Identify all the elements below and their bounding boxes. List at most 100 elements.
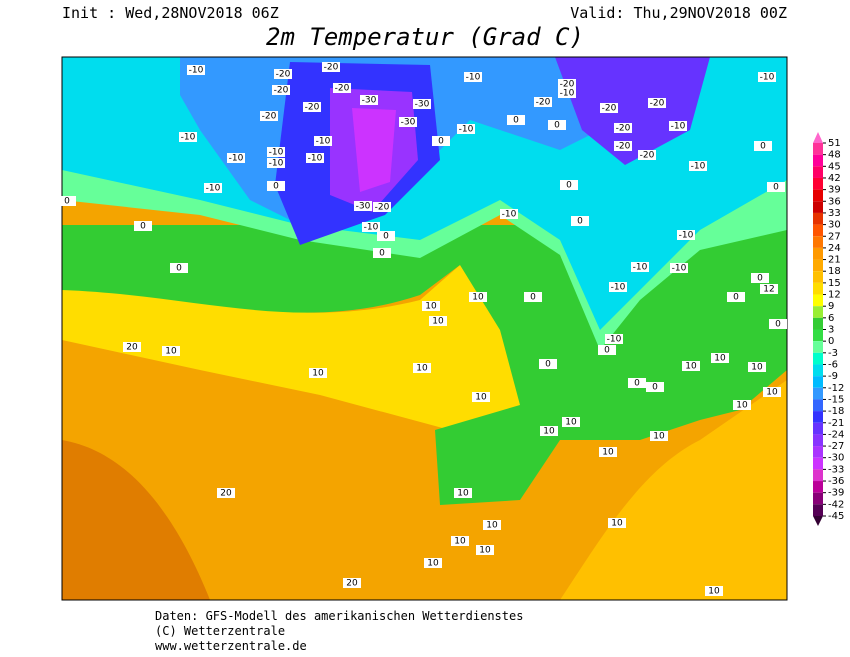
- colorbar-label: -21: [828, 418, 844, 429]
- colorbar-band: [813, 212, 823, 225]
- contour-label: 0: [733, 293, 739, 303]
- colorbar-label: -30: [828, 453, 844, 464]
- contour-label: 0: [438, 137, 444, 147]
- contour-label: -20: [602, 104, 617, 114]
- contour-label-box: [454, 488, 472, 498]
- contour-label-box: [748, 362, 766, 372]
- colorbar-label: -27: [828, 441, 844, 452]
- contour-label-box: [754, 141, 772, 151]
- colorbar-band: [813, 259, 823, 272]
- colorbar-label: 51: [828, 138, 841, 149]
- contour-label-box: [598, 345, 616, 355]
- contour-label: -20: [616, 124, 631, 134]
- contour-label: 0: [379, 249, 385, 259]
- colorbar-label: 18: [828, 266, 841, 277]
- contour-label-box: [646, 382, 664, 392]
- contour-label: 10: [751, 363, 763, 373]
- contour-label-box: [162, 346, 180, 356]
- contour-label: 10: [165, 347, 177, 357]
- colorbar-label: -9: [828, 371, 838, 382]
- contour-label-box: [760, 284, 778, 294]
- colorbar-band: [813, 224, 823, 237]
- colorbar-band: [813, 399, 823, 412]
- colorbar-label: -39: [828, 488, 844, 499]
- colorbar-top: [813, 132, 823, 143]
- colorbar-band: [813, 376, 823, 388]
- colorbar-band: [813, 154, 823, 167]
- contour-label: 10: [312, 369, 324, 379]
- contour-label-box: [429, 316, 447, 326]
- colorbar-label: -42: [828, 499, 844, 510]
- colorbar-label: 21: [828, 255, 841, 266]
- contour-label-box: [628, 378, 646, 388]
- contour-label: 10: [457, 489, 469, 499]
- colorbar-band: [813, 143, 823, 155]
- contour-label: -10: [633, 263, 648, 273]
- contour-label-box: [733, 400, 751, 410]
- contour-label: 0: [773, 183, 779, 193]
- colorbar-label: -24: [828, 429, 844, 440]
- contour-label-box: [217, 488, 235, 498]
- contour-label: 10: [543, 427, 555, 437]
- contour-label: 0: [757, 274, 763, 284]
- contour-label-box: [187, 65, 205, 75]
- contour-label: 12: [763, 285, 774, 295]
- colorbar-band: [813, 317, 823, 330]
- contour-label: 10: [454, 537, 466, 547]
- contour-label: -20: [335, 84, 350, 94]
- contour-label-box: [670, 263, 688, 273]
- contour-label: 20: [220, 489, 232, 499]
- contour-label: -10: [206, 184, 221, 194]
- contour-label-box: [464, 72, 482, 82]
- colorbar-band: [813, 271, 823, 283]
- contour-label: -10: [181, 133, 196, 143]
- contour-label: 0: [634, 379, 640, 389]
- contour-label-box: [476, 545, 494, 555]
- contour-label-box: [638, 150, 656, 160]
- contour-label: -10: [466, 73, 481, 83]
- map-title: 2m Temperatur (Grad C): [266, 23, 584, 51]
- contour-label-box: [562, 417, 580, 427]
- contour-label-box: [354, 201, 372, 211]
- contour-label-box: [540, 426, 558, 436]
- contour-label-box: [705, 586, 723, 596]
- colorbar-label: -3: [828, 348, 838, 359]
- contour-label-box: [123, 342, 141, 352]
- colorbar-label: -6: [828, 359, 838, 370]
- contour-label-box: [451, 536, 469, 546]
- contour-label: 10: [472, 293, 484, 303]
- contour-label-box: [204, 183, 222, 193]
- contour-label-box: [373, 202, 391, 212]
- colorbar-band: [813, 282, 823, 295]
- contour-label-box: [306, 153, 324, 163]
- footer-line: www.wetterzentrale.de: [155, 639, 307, 653]
- contour-label-box: [333, 83, 351, 93]
- contour-label-box: [472, 392, 490, 402]
- contour-label: -20: [305, 103, 320, 113]
- contour-label-box: [424, 558, 442, 568]
- contour-label: -10: [364, 223, 379, 233]
- contour-label: -20: [375, 203, 390, 213]
- contour-label-box: [322, 62, 340, 72]
- contour-label-box: [669, 121, 687, 131]
- contour-label: 10: [427, 559, 439, 569]
- colorbar-label: 0: [828, 336, 834, 347]
- contour-label: -20: [536, 98, 551, 108]
- contour-label: -20: [616, 142, 631, 152]
- contour-label-box: [274, 69, 292, 79]
- contour-label-box: [134, 221, 152, 231]
- contour-label-box: [267, 158, 285, 168]
- colorbar-label: -12: [828, 383, 844, 394]
- colorbar-band: [813, 481, 823, 493]
- contour-label: 10: [685, 362, 697, 372]
- colorbar-band: [813, 492, 823, 505]
- contour-label-box: [343, 578, 361, 588]
- colorbar-band: [813, 422, 823, 435]
- contour-label: -10: [671, 122, 686, 132]
- contour-label: -20: [324, 63, 339, 73]
- contour-label: 0: [604, 346, 610, 356]
- contour-label-box: [558, 88, 576, 98]
- contour-label: -20: [640, 151, 655, 161]
- contour-label-box: [469, 292, 487, 302]
